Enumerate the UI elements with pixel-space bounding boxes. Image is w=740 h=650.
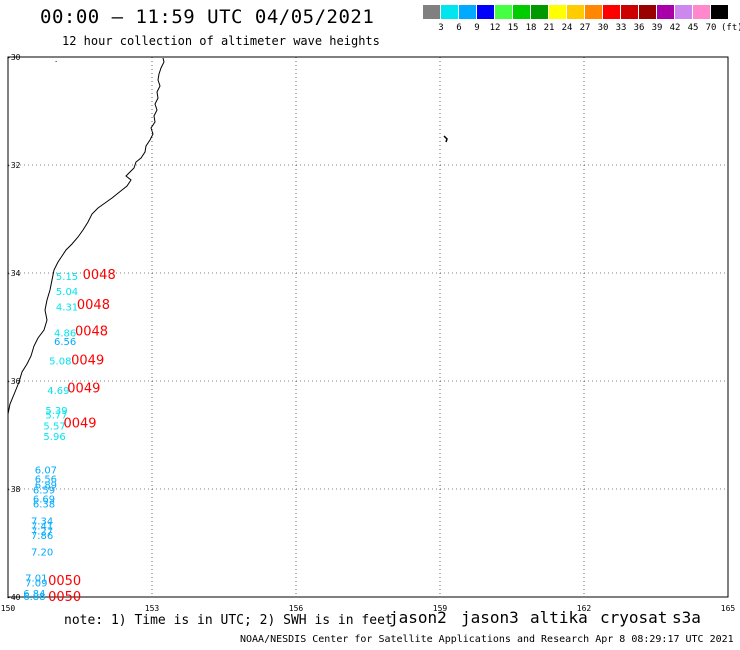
map-subtitle: 12 hour collection of altimeter wave hei… <box>62 34 380 48</box>
lon-label: 165 <box>721 604 736 613</box>
colorbar-swatch <box>585 5 602 19</box>
longitude-labels: 150 153 156 159 162 165 <box>1 604 736 613</box>
pass-time-label: 0050 <box>48 590 81 605</box>
wave-height-value: 6.38 <box>33 499 55 510</box>
note-text: note: 1) Time is in UTC; 2) SWH is in fe… <box>64 613 393 628</box>
pass-time-label: 0048 <box>75 325 108 340</box>
lon-label: 159 <box>433 604 448 613</box>
satellite-legend-altika: altika <box>530 608 588 627</box>
wave-height-value: 5.96 <box>43 432 65 443</box>
pass-time-label: 0050 <box>48 574 81 589</box>
pass-time-label: 0048 <box>77 298 110 313</box>
wave-height-value: 7.27 <box>31 526 53 537</box>
pass-time-label: 0049 <box>67 381 100 396</box>
colorbar-label: 36 <box>633 23 645 33</box>
wave-height-value: 4.86 <box>54 329 76 340</box>
wave-height-value: 6.84 <box>23 589 45 600</box>
wave-height-value: 7.09 <box>25 579 47 590</box>
colorbar-swatch <box>423 5 440 19</box>
colorbar-label: 45 <box>687 23 699 33</box>
lon-label: 150 <box>1 604 16 613</box>
map-grid <box>8 57 728 597</box>
wave-height-value: 5.39 <box>45 406 67 417</box>
pass-time-label: 0048 <box>83 268 116 283</box>
lon-label: 162 <box>577 604 592 613</box>
colorbar-swatch <box>567 5 584 19</box>
wave-height-value: 5.57 <box>43 422 65 433</box>
pass-time-label: 0049 <box>63 416 96 431</box>
wave-height-value: 7.34 <box>31 517 53 528</box>
wave-height-value: 6.56 <box>35 475 57 486</box>
wave-height-value: 4.31 <box>56 302 78 313</box>
lon-label: 156 <box>289 604 304 613</box>
colorbar-swatch <box>459 5 476 19</box>
map-title: 00:00 – 11:59 UTC 04/05/2021 <box>40 6 375 28</box>
wave-height-value: 7.20 <box>31 547 53 558</box>
footer-credit: NOAA/NESDIS Center for Satellite Applica… <box>240 634 734 645</box>
colorbar-swatch <box>441 5 458 19</box>
pass-time-label: 0049 <box>71 353 104 368</box>
colorbar-swatch <box>549 5 566 19</box>
colorbar-label: 9 <box>474 23 480 33</box>
colorbar-swatch <box>711 5 728 19</box>
wave-height-value: 5.08 <box>49 356 71 367</box>
lat-label: -40 <box>6 593 21 602</box>
colorbar-label: 33 <box>615 23 627 33</box>
colorbar-swatch <box>639 5 656 19</box>
wave-height-value: 5.04 <box>56 287 78 298</box>
colorbar-swatch <box>657 5 674 19</box>
colorbar-label: 3 <box>438 23 444 33</box>
colorbar-label: 42 <box>669 23 681 33</box>
colorbar-label: 24 <box>561 23 573 33</box>
lat-label: -34 <box>6 269 21 278</box>
satellite-legend-jason3: jason3 <box>461 608 519 627</box>
lat-label: -30 <box>6 53 21 62</box>
wave-height-value: 6.59 <box>33 485 55 496</box>
colorbar-label: 70 <box>705 23 717 33</box>
wave-height-value: 5.77 <box>45 410 67 421</box>
stray-mark: . <box>54 56 58 64</box>
colorbar-swatch <box>603 5 620 19</box>
colorbar-label: 6 <box>456 23 462 33</box>
wave-height-value: 6.88 <box>23 592 45 603</box>
wave-height-value: 7.86 <box>31 531 53 542</box>
wave-height-value: 4.69 <box>47 386 69 397</box>
wave-height-value: 7.41 <box>31 522 53 533</box>
wave-height-value: 5.15 <box>56 272 78 283</box>
colorbar-label: 18 <box>525 23 537 33</box>
lat-label: -36 <box>6 377 21 386</box>
map-frame <box>7 56 729 598</box>
colorbar-swatch <box>495 5 512 19</box>
lat-label: -38 <box>6 485 21 494</box>
latitude-labels: -30 -32 -34 -36 -38 -40 <box>6 53 21 602</box>
colorbar-swatch <box>477 5 494 19</box>
colorbar-label: 39 <box>651 23 663 33</box>
wave-height-value: 6.69 <box>33 495 55 506</box>
colorbar-unit: (ft) <box>721 23 740 33</box>
wave-height-value: 6.56 <box>54 337 76 348</box>
colorbar-label: 15 <box>507 23 519 33</box>
colorbar-label: 30 <box>597 23 609 33</box>
satellite-legend-s3a: s3a <box>672 608 701 627</box>
lat-label: -32 <box>6 161 21 170</box>
colorbar-label: 27 <box>579 23 591 33</box>
wave-height-value: 6.89 <box>35 480 57 491</box>
colorbar-label: 21 <box>543 23 555 33</box>
colorbar-swatch <box>675 5 692 19</box>
colorbar-label: 12 <box>489 23 501 33</box>
wave-height-observations: 5.155.044.314.866.565.084.695.395.775.57… <box>23 272 78 603</box>
satellite-legend-cryosat: cryosat <box>600 608 668 627</box>
wave-height-value: 6.07 <box>35 465 57 476</box>
wave-height-value: 7.01 <box>25 573 47 584</box>
colorbar-swatch <box>513 5 530 19</box>
colorbar-swatch <box>621 5 638 19</box>
colorbar-swatch <box>693 5 710 19</box>
satellite-legend-jason2: jason2 <box>389 608 447 627</box>
lon-label: 153 <box>145 604 160 613</box>
coastline <box>7 57 165 415</box>
island-outline <box>443 135 448 143</box>
colorbar-swatch <box>531 5 548 19</box>
